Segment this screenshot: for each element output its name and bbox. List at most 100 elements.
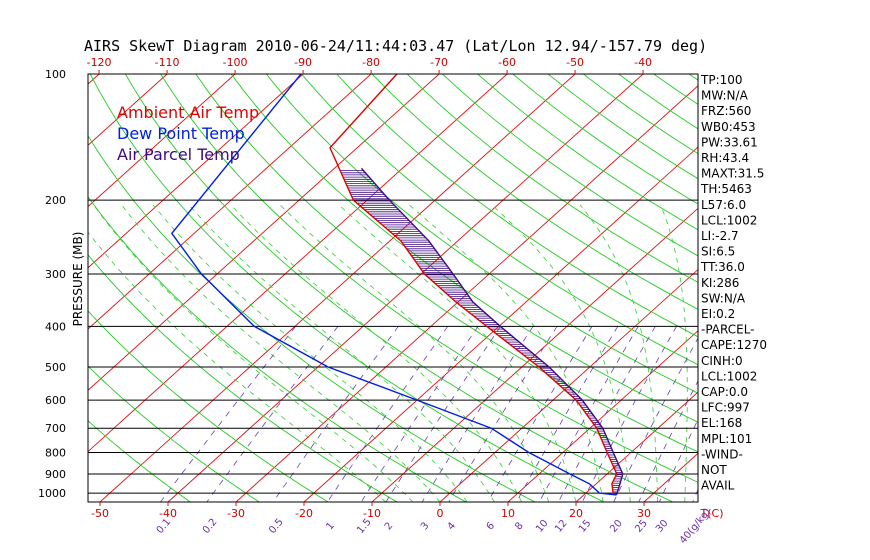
bottom-temperature-label: 20 — [569, 507, 583, 520]
mixing-ratio-line — [448, 326, 558, 502]
isotherm-line — [99, 74, 576, 502]
isotherm-line — [507, 330, 698, 502]
mixing-ratio-line — [421, 326, 534, 502]
stability-index-item: MW:N/A — [701, 89, 749, 103]
dry-adiabat-line — [301, 74, 698, 366]
stability-index-item: SI:6.5 — [701, 245, 735, 259]
mixing-ratio-label: 20 — [608, 518, 625, 535]
legend-entry: Air Parcel Temp — [117, 145, 240, 164]
stability-index-item: KI:286 — [701, 276, 739, 290]
mixing-ratio-line — [487, 326, 593, 502]
isotherm-line — [88, 74, 372, 330]
dry-adiabat-line — [265, 74, 698, 394]
moist-adiabat-line — [92, 204, 414, 502]
stability-index-item: RH:43.4 — [701, 151, 749, 165]
top-temperature-label: -120 — [87, 56, 112, 69]
bottom-temperature-label: 0 — [437, 507, 444, 520]
moist-adiabat-line — [188, 204, 495, 502]
top-temperature-label: -50 — [566, 56, 584, 69]
stability-index-item: -PARCEL- — [701, 323, 755, 337]
mixing-ratio-line — [581, 326, 677, 502]
dry-adiabat-line — [371, 74, 698, 310]
stability-index-item: EI:0.2 — [701, 307, 735, 321]
stability-index-item: CINH:0 — [701, 354, 743, 368]
stability-index-item: CAP:0.0 — [701, 385, 748, 399]
mixing-ratio-line — [638, 380, 698, 502]
mixing-ratio-line — [516, 326, 619, 502]
stability-index-item: L57:6.0 — [701, 198, 746, 212]
dry-adiabat-line — [88, 134, 536, 502]
moist-adiabat-line — [152, 204, 468, 502]
dry-adiabat-line — [195, 74, 698, 453]
pressure-tick-label: 700 — [45, 422, 66, 435]
legend-entry: Dew Point Temp — [117, 124, 245, 143]
top-temperature-label: -80 — [362, 56, 380, 69]
moist-adiabat-line — [230, 204, 522, 502]
mixing-ratio-line — [160, 326, 297, 502]
stability-index-item: MAXT:31.5 — [701, 167, 764, 181]
dry-adiabat-line — [88, 196, 467, 502]
moist-adiabat-line — [338, 204, 577, 502]
moist-adiabat-line — [660, 204, 688, 502]
grid-layer — [0, 74, 870, 502]
bottom-temperature-label: -40 — [159, 507, 177, 520]
stability-index-item: EL:168 — [701, 416, 742, 430]
data-layer — [170, 74, 624, 496]
legend: Ambient Air Temp Dew Point Temp Air Parcel… — [117, 103, 259, 164]
stability-index-item: TH:5463 — [700, 182, 752, 196]
stability-index-item: NOT — [701, 463, 727, 477]
isotherm-line — [0, 74, 31, 502]
pressure-tick-label: 900 — [45, 468, 66, 481]
dry-adiabat-line — [88, 254, 398, 502]
isotherm-line — [235, 85, 698, 502]
dry-adiabat-line — [442, 74, 698, 257]
dry-adiabat-line — [230, 74, 698, 423]
isotherm-line — [88, 74, 508, 453]
chart-title: AIRS SkewT Diagram 2010-06-24/11:44:03.4… — [84, 37, 707, 55]
stability-index-item: TT:36.0 — [700, 260, 745, 274]
dry-adiabat-line — [336, 74, 698, 338]
moist-adiabat-line — [121, 204, 441, 502]
isotherm-line — [167, 74, 644, 502]
isotherm-line — [303, 146, 698, 502]
bottom-temperature-label: T(C) — [700, 507, 724, 520]
mixing-ratio-label: 8 — [513, 520, 526, 532]
dry-adiabat-line — [88, 365, 260, 502]
mixing-ratio-label: 1 — [324, 520, 337, 532]
isotherm-line — [88, 74, 236, 208]
mixing-ratio-label: 3 — [419, 520, 432, 532]
dry-adiabat-line — [125, 74, 674, 502]
bottom-temperature-label: -30 — [227, 507, 245, 520]
top-temperature-label: -100 — [223, 56, 248, 69]
mixing-ratio-label: 0.2 — [201, 517, 220, 536]
pressure-tick-label: 800 — [45, 447, 66, 460]
top-temperature-label: -70 — [430, 56, 448, 69]
mixing-ratio-label: 40(g/kg) — [678, 507, 714, 547]
bottom-temperature-label: -50 — [91, 507, 109, 520]
pressure-tick-label: 1000 — [38, 487, 66, 500]
bottom-temperature-label: 10 — [501, 507, 515, 520]
mixing-ratio-line — [360, 326, 479, 502]
isotherm-line — [88, 74, 304, 269]
stability-index-item: LCL:1002 — [701, 369, 757, 383]
dry-adiabat-line — [406, 74, 698, 283]
plot-frame — [87, 73, 699, 503]
isotherm-line — [88, 74, 440, 391]
mixing-ratio-label: 2 — [383, 520, 396, 532]
dry-adiabat-line — [759, 74, 870, 502]
moist-adiabat-line — [491, 204, 631, 502]
top-temperature-label: -90 — [294, 56, 312, 69]
pressure-tick-label: 300 — [45, 268, 66, 281]
stability-index-item: FRZ:560 — [701, 104, 751, 118]
dry-adiabat-line — [88, 310, 329, 502]
pressure-tick-label: 600 — [45, 394, 66, 407]
mixing-ratio-label: 15 — [577, 518, 594, 535]
pressure-tick-label: 200 — [45, 194, 66, 207]
mixing-ratio-line — [272, 326, 399, 502]
mixing-ratio-label: 10 — [534, 518, 551, 535]
mixing-ratio-label: 4 — [446, 520, 459, 532]
stability-index-item: TP:100 — [700, 73, 743, 87]
stability-index-item: WB0:453 — [701, 120, 756, 134]
pressure-tick-label: 500 — [45, 361, 66, 374]
